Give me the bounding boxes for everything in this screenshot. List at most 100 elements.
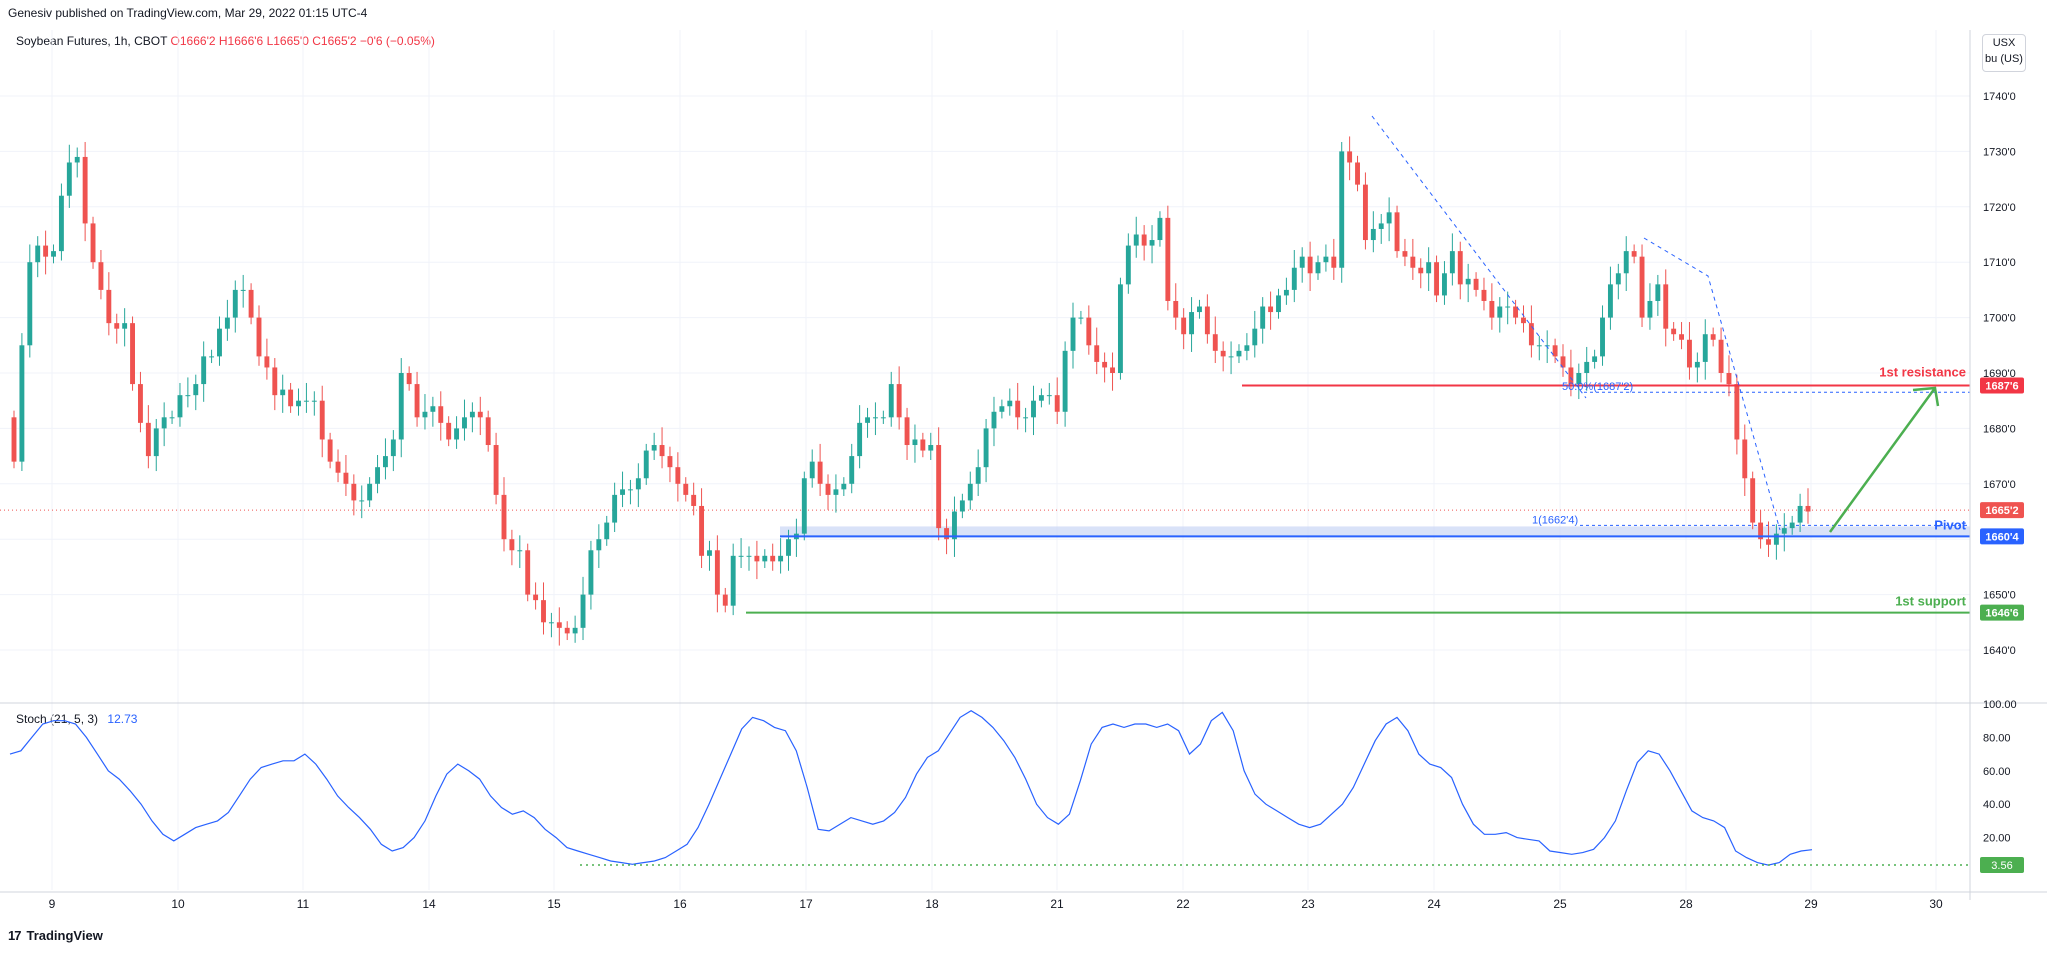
candle-body — [51, 251, 56, 257]
candle-body — [801, 478, 807, 534]
candle-body — [217, 328, 222, 357]
candle-body — [1615, 273, 1621, 285]
candle-body — [1781, 528, 1787, 534]
candle-body — [430, 406, 436, 412]
candle-body — [959, 500, 965, 512]
candle-body — [1212, 334, 1218, 351]
stoch-label: Stoch (21, 5, 3) — [16, 712, 99, 726]
x-tick-label: 29 — [1804, 897, 1818, 911]
candle-body — [896, 384, 902, 418]
y-tick-label: 1700'0 — [1983, 313, 2016, 325]
tradingview-logo[interactable]: 17 TradingView — [8, 928, 103, 943]
stoch-tick-label: 100.00 — [1983, 699, 2017, 711]
x-tick-label: 16 — [673, 897, 687, 911]
arrow-head-icon — [1912, 386, 1940, 407]
candle-body — [770, 555, 776, 562]
candle-body — [248, 289, 254, 318]
candle-body — [1189, 312, 1195, 335]
candle-body — [596, 539, 602, 551]
candle-body — [209, 356, 215, 358]
candle-body — [548, 622, 554, 624]
candle-body — [1552, 345, 1558, 357]
candle-body — [1149, 240, 1155, 246]
candle-body — [1402, 251, 1408, 257]
candle-body — [240, 289, 246, 291]
y-tick-label: 1730'0 — [1983, 146, 2016, 158]
candle-body — [1521, 317, 1526, 324]
candle-body — [382, 456, 388, 468]
legend-close: C1665'2 — [312, 34, 357, 48]
candle-body — [588, 550, 594, 595]
candle-body — [90, 223, 96, 263]
candle-body — [1513, 306, 1519, 318]
candle-body — [1592, 356, 1598, 362]
candle-body — [1623, 251, 1629, 274]
candle-body — [1141, 234, 1147, 246]
candle-body — [35, 245, 41, 263]
candle-body — [983, 428, 989, 468]
candle-body — [991, 411, 997, 429]
candle-body — [1283, 289, 1289, 296]
candle-body — [390, 439, 396, 457]
candle-body — [106, 289, 112, 324]
candle-body — [857, 422, 863, 457]
x-tick-label: 17 — [799, 897, 813, 911]
candle-body — [1094, 345, 1100, 362]
candle-body — [1426, 262, 1432, 274]
candle-body — [1750, 478, 1756, 523]
candle-body — [1584, 361, 1590, 373]
candle-body — [1165, 217, 1171, 301]
candle-body — [1117, 284, 1123, 373]
publisher-text: Genesiv published on TradingView.com, Ma… — [8, 6, 368, 20]
fib-50-label: 50.0%(1687'2) — [1562, 381, 1633, 393]
candle-body — [1726, 373, 1732, 385]
candle-body — [1679, 334, 1685, 340]
candle-body — [1742, 439, 1748, 479]
candle-body — [327, 439, 333, 462]
brand-name: TradingView — [26, 928, 103, 943]
candle-body — [833, 489, 839, 495]
candle-body — [1386, 212, 1392, 224]
candle-body — [1181, 317, 1187, 335]
candle-body — [533, 594, 539, 601]
candle-body — [604, 522, 610, 540]
candle-body — [406, 373, 412, 385]
candle-body — [651, 445, 657, 451]
candle-body — [1528, 323, 1534, 346]
unit-selector[interactable]: USX bu (US) — [1982, 34, 2026, 72]
candle-body — [1576, 373, 1582, 385]
candle-body — [1449, 251, 1455, 274]
resistance-price-tag: 1687'6 — [1985, 380, 2018, 392]
candle-body — [1607, 284, 1613, 318]
candle-body — [1600, 317, 1605, 357]
unit-currency: USX — [1992, 37, 2016, 49]
candle-body — [722, 594, 728, 606]
candle-body — [691, 494, 697, 506]
candle-body — [707, 550, 712, 556]
support-price-tag-bg — [1980, 604, 2024, 621]
legend-open: O1666'2 — [170, 34, 216, 48]
candle-body — [232, 289, 238, 318]
candle-body — [841, 483, 847, 490]
candle-body — [1331, 256, 1337, 268]
candle-body — [335, 461, 341, 473]
legend-low: L1665'0 — [266, 34, 309, 48]
candle-body — [454, 428, 460, 440]
candle-body — [74, 156, 80, 163]
candle-body — [1773, 533, 1779, 545]
candle-body — [1260, 306, 1266, 329]
candle-body — [1078, 317, 1084, 319]
candle-body — [1133, 234, 1139, 246]
candle-body — [1805, 505, 1811, 512]
candle-body — [1362, 184, 1368, 241]
candle-body — [786, 539, 791, 556]
candle-body — [1062, 350, 1068, 412]
candle-body — [201, 356, 207, 385]
candle-body — [493, 445, 499, 495]
candle-body — [1347, 151, 1353, 163]
candle-body — [1639, 256, 1645, 318]
candle-body — [58, 195, 64, 252]
candle-body — [683, 483, 689, 495]
candle-body — [714, 550, 720, 595]
